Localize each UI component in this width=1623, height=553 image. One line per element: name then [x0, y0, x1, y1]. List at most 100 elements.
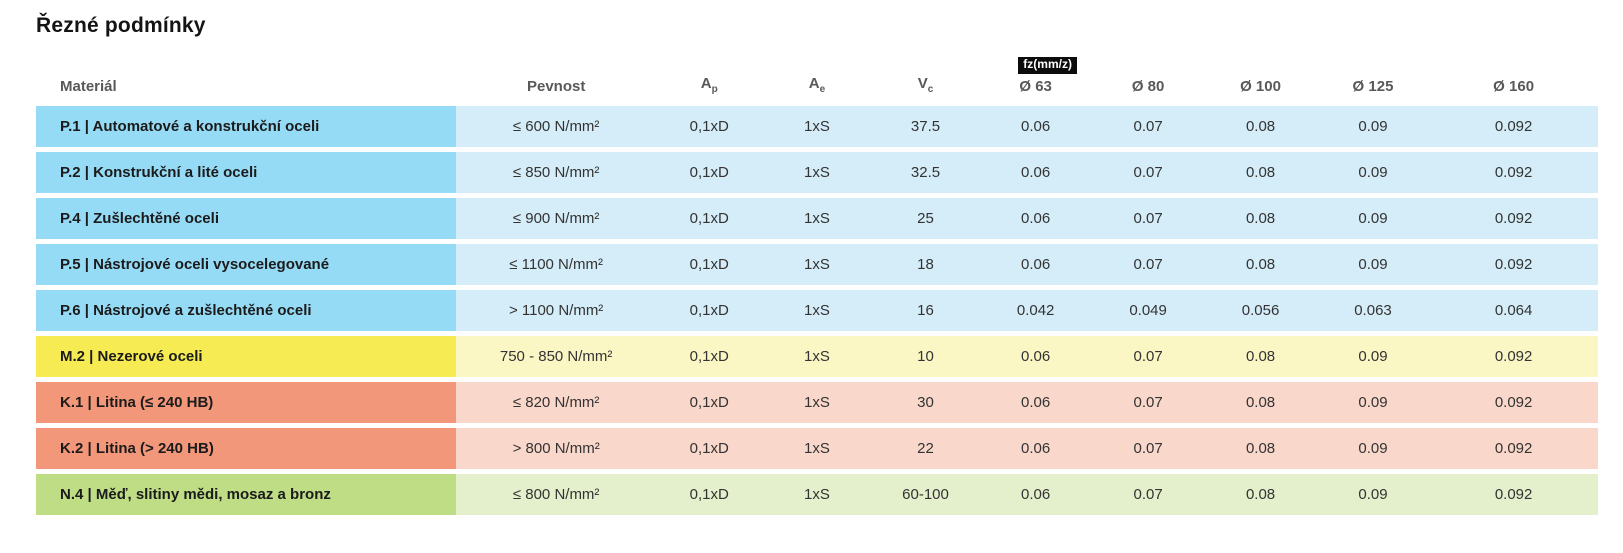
fz-cell-4: 0.092 — [1429, 197, 1598, 239]
fz-cell-3: 0.09 — [1316, 335, 1430, 377]
material-cell: M.2 | Nezerové oceli — [36, 335, 457, 377]
material-cell: P.4 | Zušlechtěné oceli — [36, 197, 457, 239]
table-row: P.4 | Zušlechtěné oceli ≤ 900 N/mm² 0,1xD 1… — [36, 197, 1598, 239]
fz-cell-0: 0.06 — [979, 197, 1092, 239]
vc-cell: 10 — [871, 335, 980, 377]
col-header-d160: Ø 160 — [1493, 77, 1535, 95]
fz-cell-0: 0.06 — [979, 381, 1092, 423]
pevnost-cell: ≤ 600 N/mm² — [456, 105, 657, 147]
fz-cell-1: 0.07 — [1091, 473, 1205, 515]
ap-cell: 0,1xD — [656, 197, 763, 239]
vc-subscript: c — [927, 83, 934, 95]
fz-cell-2: 0.08 — [1204, 243, 1317, 285]
page-title: Řezné podmínky — [36, 14, 206, 37]
fz-cell-0: 0.06 — [979, 427, 1092, 469]
table-row: P.5 | Nástrojové oceli vysocelegované ≤ 1… — [36, 243, 1598, 285]
fz-cell-1: 0.07 — [1091, 427, 1205, 469]
material-cell: K.2 | Litina (> 240 HB) — [36, 427, 457, 469]
fz-cell-2: 0.08 — [1204, 427, 1317, 469]
ae-cell: 1xS — [762, 289, 872, 331]
fz-cell-1: 0.07 — [1091, 151, 1205, 193]
page-container: Řezné podmínky Materiál Pevnost Ap Ae Vc… — [36, 14, 1598, 515]
fz-cell-1: 0.07 — [1091, 381, 1205, 423]
table-row: P.2 | Konstrukční a lité oceli ≤ 850 N/mm… — [36, 151, 1598, 193]
fz-cell-0: 0.06 — [979, 151, 1092, 193]
fz-cell-4: 0.092 — [1429, 243, 1598, 285]
pevnost-cell: > 800 N/mm² — [456, 427, 657, 469]
ap-cell: 0,1xD — [656, 289, 763, 331]
vc-label: V — [917, 74, 928, 92]
vc-cell: 30 — [871, 381, 980, 423]
ap-cell: 0,1xD — [656, 473, 763, 515]
pevnost-cell: ≤ 820 N/mm² — [456, 381, 657, 423]
ap-cell: 0,1xD — [656, 151, 763, 193]
vc-cell: 18 — [871, 243, 980, 285]
fz-cell-1: 0.07 — [1091, 243, 1205, 285]
d63-label: Ø 63 — [1019, 77, 1052, 95]
fz-cell-3: 0.09 — [1316, 243, 1430, 285]
fz-cell-0: 0.06 — [979, 105, 1092, 147]
ae-cell: 1xS — [762, 473, 872, 515]
col-header-pevnost: Pevnost — [526, 77, 586, 95]
ap-subscript: p — [711, 83, 718, 95]
fz-cell-0: 0.06 — [979, 243, 1092, 285]
fz-cell-0: 0.042 — [979, 289, 1092, 331]
vc-cell: 22 — [871, 427, 980, 469]
table-row: K.1 | Litina (≤ 240 HB) ≤ 820 N/mm² 0,1xD 1… — [36, 381, 1598, 423]
col-header-ap: Ap — [656, 55, 762, 101]
pevnost-cell: ≤ 800 N/mm² — [456, 473, 657, 515]
ap-cell: 0,1xD — [656, 335, 763, 377]
ap-cell: 0,1xD — [656, 381, 763, 423]
ae-cell: 1xS — [762, 243, 872, 285]
vc-cell: 16 — [871, 289, 980, 331]
pevnost-cell: ≤ 850 N/mm² — [456, 151, 657, 193]
table-row: N.4 | Měď, slitiny mědi, mosaz a bronz ≤ … — [36, 473, 1598, 515]
material-cell: K.1 | Litina (≤ 240 HB) — [36, 381, 457, 423]
fz-cell-3: 0.09 — [1316, 197, 1430, 239]
fz-cell-2: 0.08 — [1204, 197, 1317, 239]
col-header-material: Materiál — [60, 77, 117, 95]
col-header-vc: Vc — [872, 55, 980, 101]
fz-cell-4: 0.092 — [1429, 151, 1598, 193]
material-cell: P.2 | Konstrukční a lité oceli — [36, 151, 457, 193]
header-row: Materiál Pevnost Ap Ae Vc fz(mm/z) Ø 63 … — [36, 55, 1598, 101]
ae-cell: 1xS — [762, 197, 872, 239]
ae-cell: 1xS — [762, 335, 872, 377]
fz-cell-3: 0.09 — [1316, 151, 1430, 193]
fz-cell-0: 0.06 — [979, 473, 1092, 515]
ae-subscript: e — [819, 83, 826, 95]
table-row: M.2 | Nezerové oceli 750 - 850 N/mm² 0,1xD… — [36, 335, 1598, 377]
fz-cell-4: 0.092 — [1429, 335, 1598, 377]
col-header-ae: Ae — [762, 55, 871, 101]
pevnost-cell: > 1100 N/mm² — [456, 289, 657, 331]
fz-cell-3: 0.09 — [1316, 105, 1430, 147]
table-row: P.1 | Automatové a konstrukční oceli ≤ 60… — [36, 105, 1598, 147]
fz-cell-1: 0.07 — [1091, 105, 1205, 147]
fz-cell-4: 0.092 — [1429, 427, 1598, 469]
material-cell: N.4 | Měď, slitiny mědi, mosaz a bronz — [36, 473, 457, 515]
ae-cell: 1xS — [762, 105, 872, 147]
ae-cell: 1xS — [762, 427, 872, 469]
fz-badge-wrap: fz(mm/z) — [979, 55, 1091, 74]
table-header: Materiál Pevnost Ap Ae Vc fz(mm/z) Ø 63 … — [36, 55, 1598, 101]
material-cell: P.1 | Automatové a konstrukční oceli — [36, 105, 457, 147]
fz-cell-1: 0.07 — [1091, 335, 1205, 377]
pevnost-cell: ≤ 1100 N/mm² — [456, 243, 657, 285]
fz-cell-0: 0.06 — [979, 335, 1092, 377]
ae-cell: 1xS — [762, 381, 872, 423]
fz-cell-2: 0.08 — [1204, 381, 1317, 423]
fz-cell-3: 0.09 — [1316, 381, 1430, 423]
vc-cell: 37.5 — [871, 105, 980, 147]
fz-cell-2: 0.08 — [1204, 335, 1317, 377]
fz-cell-3: 0.063 — [1316, 289, 1430, 331]
fz-cell-4: 0.064 — [1429, 289, 1598, 331]
col-header-d100: Ø 100 — [1240, 77, 1281, 95]
material-cell: P.5 | Nástrojové oceli vysocelegované — [36, 243, 457, 285]
fz-cell-4: 0.092 — [1429, 381, 1598, 423]
fz-unit-badge: fz(mm/z) — [1018, 57, 1077, 74]
ap-cell: 0,1xD — [656, 105, 763, 147]
ap-label: A — [700, 74, 712, 92]
ap-cell: 0,1xD — [656, 243, 763, 285]
col-header-d80: Ø 80 — [1131, 77, 1165, 95]
fz-cell-1: 0.049 — [1091, 289, 1205, 331]
